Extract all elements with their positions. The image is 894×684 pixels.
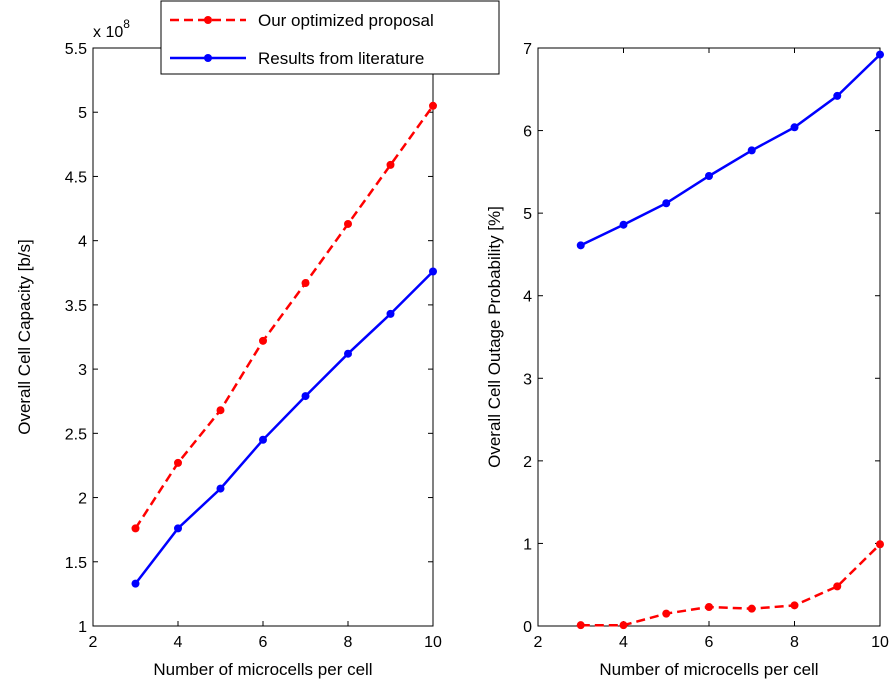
capacity-series-1-point <box>344 349 352 358</box>
capacity-y-tick-label: 4 <box>78 234 87 251</box>
outage-series-0-point <box>876 540 884 549</box>
capacity-series-0-point <box>131 524 140 533</box>
capacity-x-tick-label: 10 <box>424 634 442 651</box>
outage-x-axis-label: Number of microcells per cell <box>599 660 818 679</box>
outage-series-1-point <box>662 199 671 208</box>
capacity-series-0-point <box>174 458 182 467</box>
outage-y-tick-label: 2 <box>523 454 532 471</box>
outage-series-0-point <box>576 621 585 630</box>
outage-y-tick-label: 4 <box>523 289 532 306</box>
outage-series-1-point <box>576 241 585 250</box>
capacity-x-tick-label: 4 <box>174 634 183 651</box>
capacity-series-line-1 <box>134 270 434 585</box>
capacity-series-0-point <box>429 101 437 110</box>
outage-y-tick-label: 6 <box>523 124 532 141</box>
outage-series-1-point <box>876 50 884 59</box>
capacity-y-tick-label: 4.5 <box>65 169 87 186</box>
outage-x-tick-label: 6 <box>705 634 714 651</box>
outage-y-tick-label: 0 <box>523 619 532 636</box>
outage-series-1-point <box>705 171 713 180</box>
outage-x-tick-label: 4 <box>619 634 628 651</box>
capacity-series-1-point <box>131 579 140 588</box>
capacity-series-1-point <box>386 309 395 318</box>
outage-series-0-point <box>747 604 756 613</box>
capacity-y-tick-label: 2.5 <box>65 426 87 443</box>
outage-y-tick-label: 7 <box>523 41 532 58</box>
legend-marker-0 <box>204 16 212 24</box>
capacity-y-tick-label: 2 <box>78 491 87 508</box>
capacity-chart: 2 4 6 8 10 1 1.5 2 2.5 3 3.5 4 4.5 5 5.5 Number of micr… <box>15 17 442 679</box>
capacity-y-tick-label: 5.5 <box>65 41 87 58</box>
capacity-x-axis-label: Number of microcells per cell <box>153 660 372 679</box>
capacity-x-tick-label: 6 <box>259 634 268 651</box>
outage-series-0-point <box>833 582 842 591</box>
outage-series-1-point <box>833 91 842 100</box>
capacity-series-1-point <box>259 435 267 444</box>
exponent-power: 8 <box>123 17 130 31</box>
capacity-series-0-point <box>259 336 267 345</box>
outage-y-tick-label: 1 <box>523 536 532 553</box>
capacity-series-line-0 <box>134 105 435 530</box>
outage-series-0-point <box>662 609 671 618</box>
outage-y-tick-label: 5 <box>523 206 532 223</box>
capacity-y-tick-label: 1 <box>78 619 87 636</box>
outage-series-0-point <box>790 601 799 610</box>
outage-series-1-point <box>619 220 628 229</box>
capacity-series-1-point <box>429 267 437 276</box>
outage-series-line-0 <box>580 543 881 627</box>
capacity-y-tick-label: 3.5 <box>65 298 87 315</box>
outage-y-axis-label: Overall Cell Outage Probability [%] <box>485 206 504 468</box>
outage-x-tick-label: 10 <box>871 634 889 651</box>
legend-entry-0: Our optimized proposal <box>258 11 434 30</box>
outage-series-line-1 <box>580 53 881 247</box>
outage-chart: 2 4 6 8 10 0 1 2 3 4 5 6 7 Number of microcells per c… <box>485 41 889 679</box>
capacity-series-1-point <box>174 524 182 533</box>
outage-x-tick-label: 8 <box>790 634 799 651</box>
capacity-y-tick-label: 5 <box>78 105 87 122</box>
outage-y-tick-label: 3 <box>523 371 532 388</box>
capacity-exponent-label: x 108 <box>93 17 130 41</box>
outage-series-0-point <box>705 603 713 612</box>
capacity-x-tick-label: 2 <box>89 634 98 651</box>
outage-series-0-point <box>619 621 628 630</box>
capacity-series-0-point <box>344 219 352 228</box>
capacity-series-1-point <box>301 392 310 401</box>
legend: Our optimized proposal Results from liter… <box>160 0 500 75</box>
capacity-y-axis-label: Overall Cell Capacity [b/s] <box>15 239 34 435</box>
capacity-series-0-point <box>301 279 310 288</box>
capacity-y-tick-label: 1.5 <box>65 555 87 572</box>
capacity-series-0-point <box>216 406 225 415</box>
outage-series-1-point <box>747 146 756 155</box>
exponent-base: x 10 <box>93 24 123 41</box>
legend-box <box>160 0 500 75</box>
outage-series-1-point <box>790 123 799 132</box>
capacity-series-1-point <box>216 484 225 493</box>
capacity-x-tick-label: 8 <box>344 634 353 651</box>
outage-x-tick-label: 2 <box>534 634 543 651</box>
capacity-y-tick-label: 3 <box>78 362 87 379</box>
legend-entry-1: Results from literature <box>258 49 424 68</box>
capacity-series-0-point <box>386 160 395 169</box>
legend-marker-1 <box>204 54 212 62</box>
